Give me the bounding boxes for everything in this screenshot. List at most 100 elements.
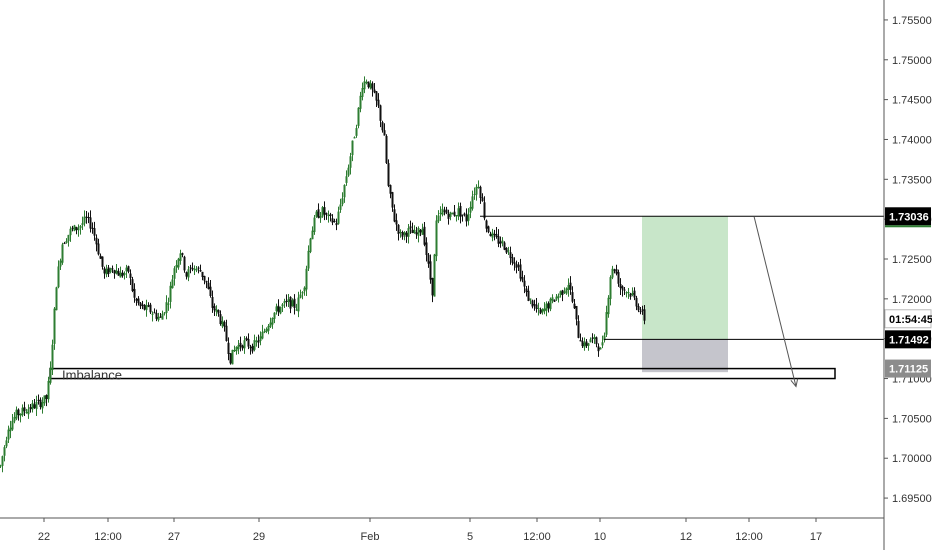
candle-body bbox=[151, 313, 154, 315]
price-tick-label: 1.72000 bbox=[892, 294, 932, 306]
candle-body bbox=[601, 342, 604, 346]
candle-body bbox=[615, 269, 618, 274]
price-badge-bg bbox=[884, 309, 932, 329]
candle-body bbox=[207, 282, 210, 289]
position-stop-zone[interactable] bbox=[642, 339, 728, 373]
candle-body bbox=[319, 216, 322, 219]
candle-body bbox=[561, 290, 564, 295]
arrow-layer[interactable] bbox=[753, 216, 799, 388]
candle-body bbox=[297, 297, 300, 312]
candle-body bbox=[267, 325, 270, 331]
candle-body bbox=[565, 288, 568, 294]
candle-body bbox=[393, 209, 396, 222]
candle-body bbox=[5, 440, 8, 447]
candle-body bbox=[19, 413, 22, 416]
candle-body bbox=[119, 272, 122, 278]
candle-body bbox=[211, 296, 214, 308]
candle-body bbox=[493, 234, 496, 236]
position-box-layer[interactable] bbox=[642, 216, 728, 373]
candle-body bbox=[63, 243, 66, 245]
candle-body bbox=[443, 210, 446, 212]
candle-body bbox=[357, 107, 360, 126]
candle-body bbox=[193, 268, 196, 270]
candle-body bbox=[261, 331, 264, 339]
candle-body bbox=[257, 340, 260, 343]
candle-body bbox=[475, 186, 478, 195]
time-tick-label: 12:00 bbox=[735, 531, 763, 543]
candle-body bbox=[131, 279, 134, 291]
candle-body bbox=[239, 342, 242, 347]
time-tick-label: 5 bbox=[467, 531, 473, 543]
candle-body bbox=[583, 342, 586, 348]
candle-body bbox=[351, 140, 354, 156]
candle-body bbox=[287, 299, 290, 302]
candle-body bbox=[323, 207, 326, 215]
position-profit-zone[interactable] bbox=[642, 216, 728, 340]
candle-body bbox=[3, 447, 6, 456]
candle-body bbox=[605, 312, 608, 335]
candle-body bbox=[501, 240, 504, 243]
candle-body bbox=[173, 268, 176, 279]
candle-body bbox=[75, 226, 78, 230]
candle-body bbox=[263, 331, 266, 333]
candle-body bbox=[519, 264, 522, 279]
candle-body bbox=[169, 285, 172, 302]
candle-body bbox=[15, 409, 18, 419]
candle-body bbox=[105, 269, 108, 275]
candle-body bbox=[335, 223, 338, 226]
candle-body bbox=[525, 288, 528, 292]
candle-body bbox=[339, 204, 342, 210]
candle-body bbox=[373, 89, 376, 93]
candle-body bbox=[465, 214, 468, 222]
candle-body bbox=[369, 83, 372, 89]
candle-body bbox=[45, 395, 48, 400]
candle-body bbox=[67, 234, 70, 242]
candle-body bbox=[387, 163, 390, 186]
candle-body bbox=[353, 137, 356, 139]
candle-body bbox=[627, 291, 630, 294]
candle-body bbox=[597, 346, 600, 352]
candle-body bbox=[283, 301, 286, 304]
candle-body bbox=[203, 275, 206, 281]
candle-body bbox=[37, 399, 40, 401]
candle-body bbox=[163, 312, 166, 314]
price-badge-bg bbox=[885, 359, 931, 378]
candle-body bbox=[515, 264, 518, 268]
candle-body bbox=[385, 135, 388, 163]
candle-body bbox=[551, 297, 554, 301]
candle-body bbox=[243, 340, 246, 349]
candle-body bbox=[183, 256, 186, 271]
price-badge-label: 1.71492 bbox=[889, 334, 929, 346]
time-tick-label: 22 bbox=[38, 531, 50, 543]
candle-body bbox=[573, 303, 576, 309]
horizontal-lines-layer[interactable] bbox=[480, 215, 884, 340]
candle-body bbox=[61, 244, 64, 263]
candle-body bbox=[1, 456, 4, 466]
candle-body bbox=[377, 99, 380, 106]
arrow-head[interactable] bbox=[790, 378, 799, 388]
time-tick-label: 10 bbox=[594, 531, 606, 543]
candle-body bbox=[47, 380, 50, 400]
candle-body bbox=[429, 261, 432, 280]
candle-body bbox=[389, 185, 392, 194]
candle-body bbox=[341, 198, 344, 205]
candle-body bbox=[91, 227, 94, 229]
candle-body bbox=[113, 270, 116, 274]
candle-body bbox=[463, 213, 466, 215]
candle-body bbox=[603, 335, 606, 341]
candle-body bbox=[215, 309, 218, 312]
candle-body bbox=[453, 211, 456, 216]
price-tick-label: 1.75500 bbox=[892, 15, 932, 27]
candle-body bbox=[469, 206, 472, 213]
candle-body bbox=[527, 290, 530, 301]
candle-body bbox=[557, 295, 560, 298]
candle-body bbox=[133, 288, 136, 298]
candle-body bbox=[623, 289, 626, 291]
arrow-shaft[interactable] bbox=[753, 216, 797, 387]
candle-body bbox=[265, 329, 268, 332]
candle-body bbox=[55, 287, 58, 311]
candle-body bbox=[415, 232, 418, 235]
